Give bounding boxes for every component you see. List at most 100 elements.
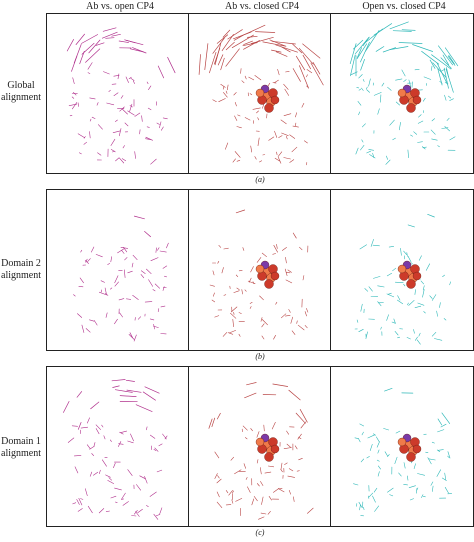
displacement-vector xyxy=(257,137,260,146)
displacement-vector xyxy=(436,449,441,452)
panel-global-ab-open xyxy=(47,14,188,173)
displacement-vector xyxy=(75,33,85,45)
displacement-vector xyxy=(112,385,120,388)
displacement-vector xyxy=(434,338,443,341)
displacement-vector xyxy=(285,70,290,73)
displacement-vector xyxy=(158,443,163,447)
ligand-atom xyxy=(406,279,416,289)
displacement-vector xyxy=(104,287,107,296)
displacement-vector xyxy=(449,136,456,141)
displacement-vector xyxy=(223,92,228,98)
displacement-vector xyxy=(395,78,403,81)
displacement-vector xyxy=(286,430,289,435)
displacement-vector xyxy=(120,430,127,433)
displacement-vector xyxy=(366,89,370,93)
displacement-vector xyxy=(72,77,75,84)
displacement-vector xyxy=(416,487,419,491)
displacement-vector xyxy=(386,314,389,321)
displacement-vector xyxy=(71,96,75,99)
displacement-vector xyxy=(124,257,128,261)
displacement-vector xyxy=(233,290,240,293)
displacement-vector xyxy=(224,142,229,150)
displacement-vector xyxy=(364,288,369,292)
displacement-vector xyxy=(111,33,121,37)
displacement-vector xyxy=(356,87,360,89)
displacement-vector xyxy=(114,487,122,491)
displacement-vector xyxy=(447,455,450,458)
displacement-vector xyxy=(91,116,96,119)
displacement-vector xyxy=(77,102,79,107)
displacement-vector xyxy=(276,151,278,156)
displacement-vector xyxy=(140,274,145,279)
displacement-vector xyxy=(234,102,237,107)
displacement-vector xyxy=(436,62,448,85)
displacement-vector xyxy=(133,334,137,342)
displacement-vector xyxy=(286,136,288,140)
displacement-vector xyxy=(436,310,438,317)
displacement-vector xyxy=(241,80,245,84)
displacement-vector xyxy=(244,289,247,292)
displacement-vector xyxy=(63,401,70,413)
displacement-vector xyxy=(302,54,311,70)
displacement-vector xyxy=(292,43,303,54)
displacement-vector xyxy=(107,263,111,265)
displacement-vector xyxy=(87,62,93,70)
displacement-vector xyxy=(231,34,254,49)
displacement-vector xyxy=(157,65,165,79)
displacement-vector xyxy=(360,303,363,312)
displacement-vector xyxy=(298,436,302,439)
displacement-vector xyxy=(69,115,73,117)
displacement-vector xyxy=(368,78,371,87)
displacement-vector xyxy=(235,274,239,277)
displacement-vector xyxy=(377,471,380,477)
displacement-vector xyxy=(256,431,260,438)
displacement-vector xyxy=(214,473,218,479)
displacement-vector xyxy=(259,295,264,301)
displacement-vector xyxy=(377,301,382,307)
caption-a: (a) xyxy=(255,175,265,184)
displacement-vector xyxy=(223,294,227,296)
displacement-vector xyxy=(444,487,449,494)
displacement-vector xyxy=(89,97,96,100)
displacement-vector xyxy=(397,299,403,305)
displacement-vector xyxy=(422,146,426,150)
displacement-vector xyxy=(220,57,225,71)
displacement-vector xyxy=(403,462,406,469)
displacement-vector xyxy=(162,265,168,269)
displacement-vector xyxy=(242,247,245,251)
displacement-vector xyxy=(87,505,93,514)
column-header-ab-vs-closed: Ab vs. closed CP4 xyxy=(225,1,299,12)
ligand-atom xyxy=(412,271,422,281)
displacement-vector xyxy=(395,281,404,283)
displacement-vector xyxy=(136,484,141,491)
row-label-global: Global alignment xyxy=(1,80,41,103)
displacement-vector xyxy=(240,68,242,74)
displacement-vector xyxy=(437,418,443,426)
displacement-vector xyxy=(278,157,282,164)
displacement-vector xyxy=(85,48,101,63)
displacement-vector xyxy=(377,465,381,470)
displacement-vector xyxy=(382,47,397,53)
displacement-vector xyxy=(157,308,160,312)
displacement-vector xyxy=(114,281,119,287)
displacement-vector xyxy=(406,252,408,257)
row-label-domain2: Domain 2 alignment xyxy=(1,258,41,281)
displacement-vector xyxy=(130,433,134,442)
displacement-vector xyxy=(134,151,136,159)
displacement-vector xyxy=(444,472,446,480)
displacement-vector xyxy=(291,330,296,335)
displacement-vector xyxy=(422,289,425,298)
displacement-vector xyxy=(389,119,395,126)
displacement-vector xyxy=(115,501,118,503)
displacement-vector xyxy=(155,514,161,517)
displacement-vector xyxy=(105,37,115,39)
displacement-vector xyxy=(243,40,253,45)
displacement-vector xyxy=(159,250,167,253)
displacement-vector xyxy=(128,334,135,340)
displacement-vector xyxy=(360,145,365,151)
displacement-vector xyxy=(449,98,454,101)
panel-row-domain2 xyxy=(46,189,474,351)
ligand-atom xyxy=(255,264,265,274)
displacement-vector xyxy=(447,55,456,66)
displacement-vector xyxy=(401,69,406,77)
